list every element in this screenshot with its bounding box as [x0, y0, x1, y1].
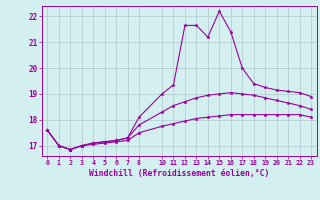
X-axis label: Windchill (Refroidissement éolien,°C): Windchill (Refroidissement éolien,°C) — [89, 169, 269, 178]
